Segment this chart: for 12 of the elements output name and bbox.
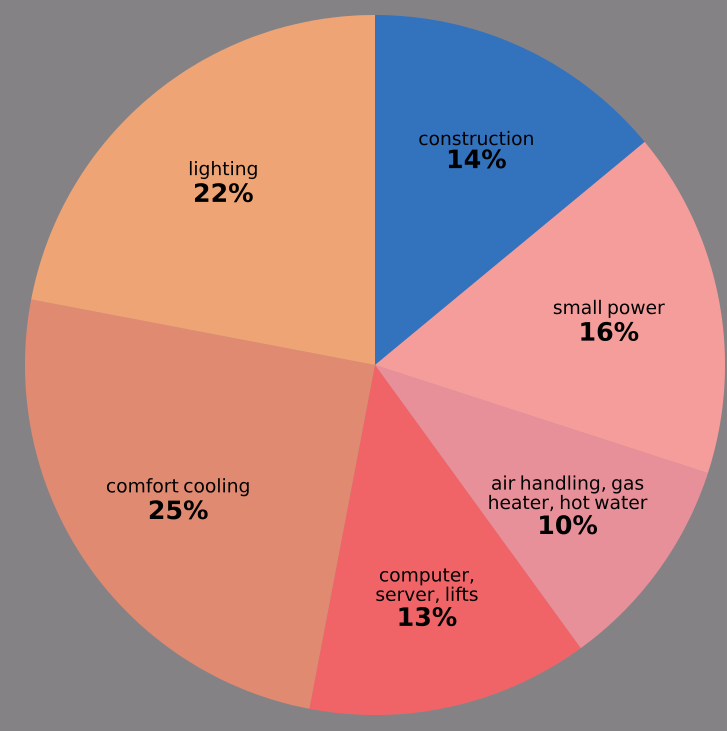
data-label: 10%	[540, 515, 598, 534]
data-label: 25%	[150, 500, 208, 520]
slice-label: construction	[419, 130, 533, 146]
slice-label: computer, server, lifts	[376, 568, 478, 604]
data-label: 14%	[448, 149, 506, 168]
slice-label: air handling, gas heater, hot water	[489, 475, 648, 512]
data-label: 13%	[399, 607, 456, 626]
slice-label: lighting	[190, 161, 257, 180]
slice-label: small power	[554, 300, 665, 318]
slice-label: comfort cooling	[106, 478, 249, 496]
data-label: 22%	[194, 183, 253, 202]
data-label: 16%	[581, 322, 638, 342]
